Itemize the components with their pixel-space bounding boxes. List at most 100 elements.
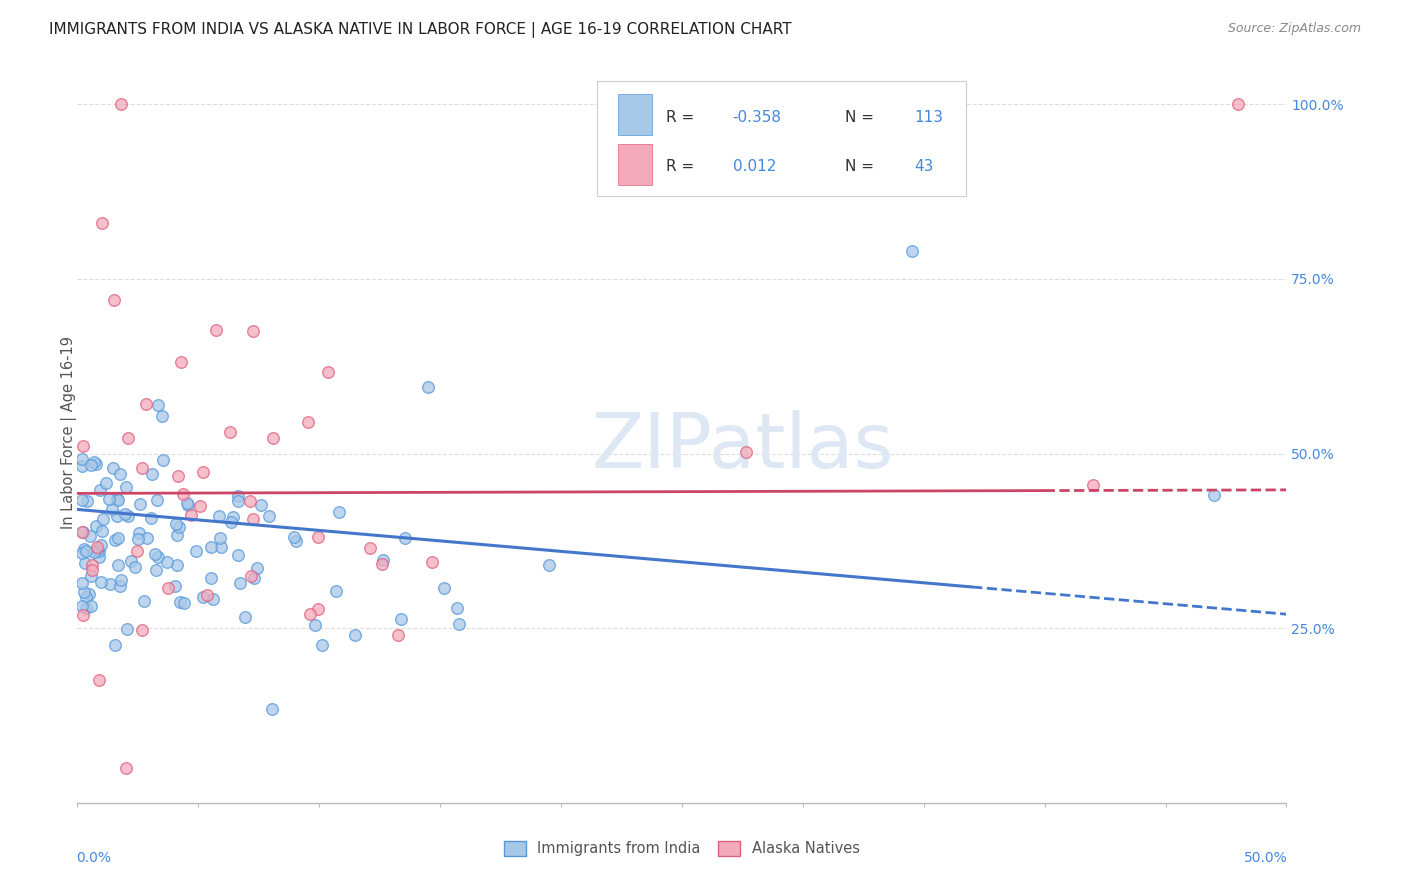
Point: [91, 511, 114, 525]
Point: [389, 612, 412, 626]
Point: [127, 532, 149, 546]
Point: [228, 576, 250, 591]
Point: [156, 555, 179, 569]
Point: [70, 599, 93, 613]
Point: [101, 502, 124, 516]
Point: [316, 365, 339, 379]
Point: [173, 596, 195, 610]
Point: [72, 525, 94, 540]
Point: [103, 293, 125, 307]
Text: 43: 43: [914, 159, 934, 174]
Point: [82, 558, 104, 573]
Point: [195, 589, 218, 603]
Point: [239, 494, 262, 508]
Point: [75, 601, 97, 615]
Point: [114, 479, 136, 493]
Point: [108, 467, 131, 481]
Point: [735, 445, 758, 459]
Point: [371, 552, 394, 566]
Point: [84, 519, 107, 533]
Point: [226, 548, 249, 562]
Point: [200, 540, 222, 554]
Point: [86, 541, 108, 555]
Point: [188, 499, 211, 513]
Text: R =: R =: [666, 110, 699, 125]
Point: [75, 544, 97, 558]
Point: [537, 558, 560, 572]
Point: [191, 466, 214, 480]
Point: [239, 568, 262, 582]
Point: [145, 563, 167, 577]
Point: [75, 590, 97, 604]
Point: [72, 608, 94, 623]
Point: [70, 575, 93, 590]
Point: [328, 505, 350, 519]
Point: [120, 554, 142, 568]
Point: [107, 492, 129, 507]
Point: [416, 380, 439, 394]
Point: [242, 571, 264, 585]
Point: [110, 97, 132, 112]
Point: [311, 638, 333, 652]
Point: [200, 571, 222, 585]
Point: [219, 515, 242, 529]
Point: [135, 531, 157, 545]
Point: [297, 415, 319, 429]
Point: [72, 439, 94, 453]
Text: 50.0%: 50.0%: [1244, 851, 1288, 865]
Point: [172, 487, 194, 501]
Point: [107, 531, 129, 545]
Point: [105, 508, 128, 523]
Text: 0.0%: 0.0%: [76, 851, 111, 865]
Point: [148, 549, 170, 564]
Text: N =: N =: [845, 110, 879, 125]
Point: [73, 585, 96, 599]
Point: [242, 324, 264, 338]
Point: [394, 531, 416, 545]
Point: [191, 591, 214, 605]
Point: [433, 581, 456, 595]
Point: [90, 524, 112, 538]
Point: [104, 533, 127, 547]
Point: [166, 516, 188, 531]
Point: [325, 583, 347, 598]
Point: [70, 493, 93, 508]
Point: [170, 355, 193, 369]
Point: [114, 507, 136, 521]
Point: [146, 398, 169, 412]
Point: [90, 538, 112, 552]
Point: [900, 244, 922, 258]
Point: [94, 475, 117, 490]
Point: [141, 511, 163, 525]
Point: [107, 558, 129, 573]
Point: [103, 460, 125, 475]
Point: [202, 592, 225, 607]
Point: [209, 540, 232, 554]
Point: [115, 761, 138, 775]
Point: [152, 453, 174, 467]
Point: [226, 494, 249, 508]
Point: [222, 510, 245, 524]
Legend: Immigrants from India, Alaska Natives: Immigrants from India, Alaska Natives: [498, 835, 866, 863]
Point: [117, 431, 139, 445]
Point: [184, 544, 207, 558]
Point: [80, 569, 103, 583]
Point: [298, 607, 321, 622]
Text: 0.012: 0.012: [733, 159, 776, 174]
Point: [128, 525, 150, 540]
Point: [83, 454, 105, 468]
Point: [246, 561, 269, 575]
Point: [157, 581, 180, 595]
Point: [70, 452, 93, 467]
Point: [76, 494, 98, 508]
Point: [387, 628, 409, 642]
Point: [89, 673, 111, 688]
Text: IMMIGRANTS FROM INDIA VS ALASKA NATIVE IN LABOR FORCE | AGE 16-19 CORRELATION CH: IMMIGRANTS FROM INDIA VS ALASKA NATIVE I…: [49, 22, 792, 38]
Point: [446, 601, 468, 615]
Point: [132, 594, 155, 608]
Point: [110, 573, 132, 587]
Point: [177, 498, 200, 512]
Point: [141, 467, 163, 482]
Point: [97, 492, 120, 507]
Point: [80, 458, 103, 472]
